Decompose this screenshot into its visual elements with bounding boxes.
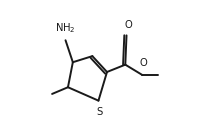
Text: O: O: [139, 58, 147, 68]
Text: NH$_2$: NH$_2$: [55, 21, 75, 35]
Text: S: S: [97, 107, 103, 117]
Text: O: O: [125, 20, 133, 30]
